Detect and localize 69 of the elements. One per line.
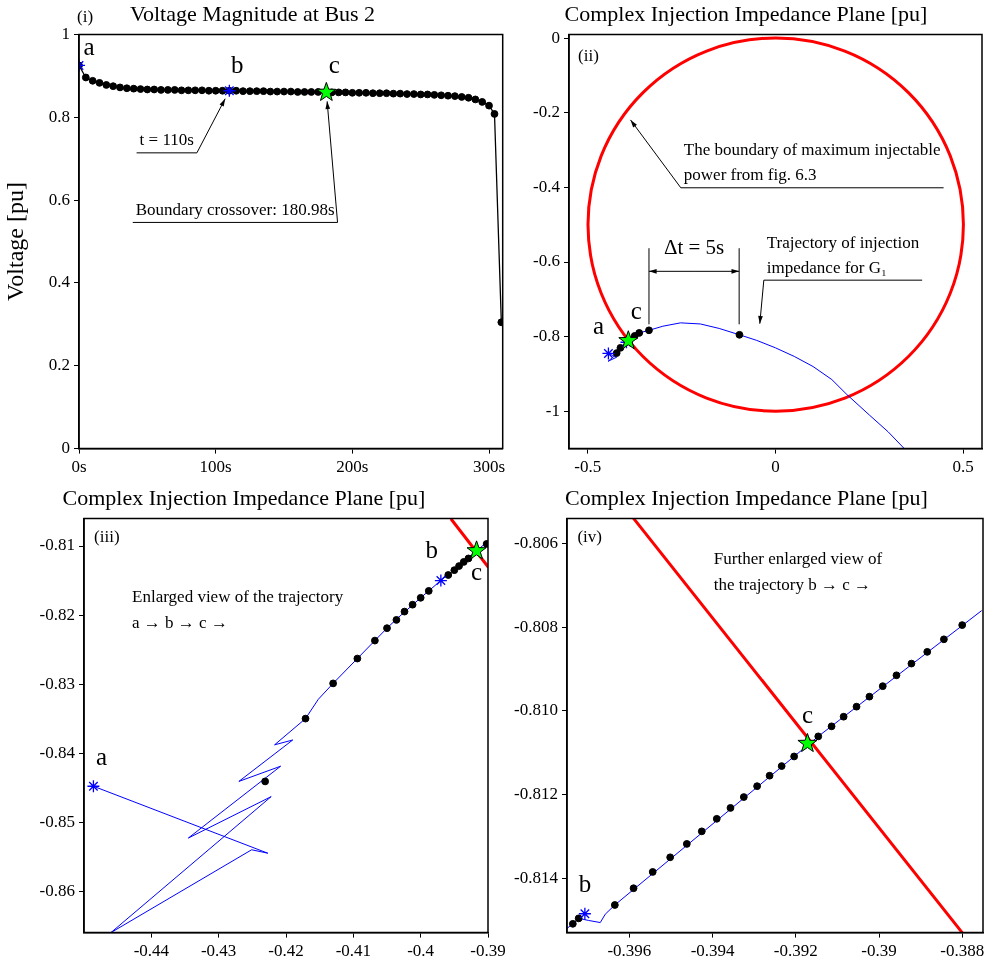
y-tick-label: 1 <box>61 23 70 43</box>
x-tick-label: -0.42 <box>268 941 304 961</box>
annotation: c <box>328 50 340 78</box>
annotation: (iii) <box>94 526 120 546</box>
annotation: a <box>83 33 95 61</box>
annotation: a <box>592 312 604 340</box>
y-tick-label: -0.806 <box>514 532 558 552</box>
x-tick-label: -0.388 <box>940 941 985 961</box>
annotation: The boundary of maximum injectable power from fig. 6.3 <box>683 140 941 185</box>
y-tick-label: -0.83 <box>39 673 75 693</box>
annotation: c <box>630 297 642 325</box>
annotation: a <box>95 742 107 770</box>
y-tick-label: 0.4 <box>48 272 71 292</box>
annotation: Further enlarged view of <box>713 549 883 569</box>
annotation: (iv) <box>577 526 602 546</box>
annotation: Enlarged view of the trajectory <box>132 586 344 606</box>
x-tick-label: 0s <box>71 457 87 477</box>
annotation: b <box>578 870 592 898</box>
annotation: (ii) <box>578 45 599 65</box>
text: (i) <box>77 7 94 27</box>
chart-title: Complex Injection Impedance Plane [pu] <box>564 0 928 26</box>
annotation: b <box>425 536 439 564</box>
y-tick-label: -0.82 <box>39 604 75 624</box>
x-tick-label: -0.4 <box>407 941 435 961</box>
y-tick-label: 0.6 <box>48 189 70 209</box>
annotation: Δt = 5s <box>663 234 725 259</box>
y-tick-label: 0.8 <box>48 106 70 126</box>
y-axis-title: Voltage [pu] <box>1 182 28 301</box>
annotation: t = 110s <box>139 130 194 150</box>
x-tick-label: 300s <box>472 457 506 477</box>
y-tick-label: -0.814 <box>514 867 559 887</box>
y-tick-label: -0.810 <box>514 700 558 720</box>
x-tick-label: -0.41 <box>335 941 372 961</box>
annotation: c <box>471 558 483 586</box>
x-tick-label: -0.39 <box>470 941 506 961</box>
x-tick-label: 100s <box>199 457 232 477</box>
chart-title: Voltage Magnitude at Bus 2 <box>129 0 376 26</box>
x-tick-label: -0.44 <box>133 941 170 961</box>
x-tick-label: -0.43 <box>200 941 237 961</box>
x-tick-label: 200s <box>336 457 369 477</box>
y-tick-label: -1 <box>545 400 560 420</box>
annotation: the trajectory b → c → <box>713 575 872 595</box>
y-tick-label: -0.8 <box>533 326 560 346</box>
x-tick-label: -0.396 <box>607 941 652 961</box>
y-tick-label: -0.812 <box>514 784 558 803</box>
y-tick-label: -0.2 <box>533 102 560 122</box>
y-tick-label: -0.6 <box>533 251 560 271</box>
y-tick-label: -0.84 <box>39 742 76 762</box>
y-tick-label: -0.4 <box>533 176 561 196</box>
y-tick-label: -0.808 <box>514 616 558 636</box>
chart-title: Complex Injection Impedance Plane [pu] <box>62 484 426 510</box>
annotation: Boundary crossover: 180.98s <box>135 199 335 219</box>
y-tick-label: 0.2 <box>48 355 70 375</box>
x-tick-label: -0.39 <box>861 941 897 961</box>
y-tick-label: -0.85 <box>39 811 75 831</box>
x-tick-label: -0.392 <box>773 941 818 961</box>
annotation: Trajectory of injection impedance for G₁ <box>766 232 920 277</box>
x-tick-label: 0 <box>771 457 780 477</box>
y-tick-label: 0 <box>551 27 560 47</box>
annotation: c <box>801 701 813 729</box>
x-tick-label: 0.5 <box>952 457 974 477</box>
y-tick-label: 0 <box>61 438 70 458</box>
chart-title: Complex Injection Impedance Plane [pu] <box>565 484 928 510</box>
annotation: b <box>231 51 244 79</box>
y-tick-label: -0.86 <box>39 880 75 900</box>
annotation: a → b → c → <box>132 613 228 633</box>
x-tick-label: -0.394 <box>690 941 736 961</box>
y-tick-label: -0.81 <box>39 535 75 555</box>
x-tick-label: -0.5 <box>574 457 602 477</box>
